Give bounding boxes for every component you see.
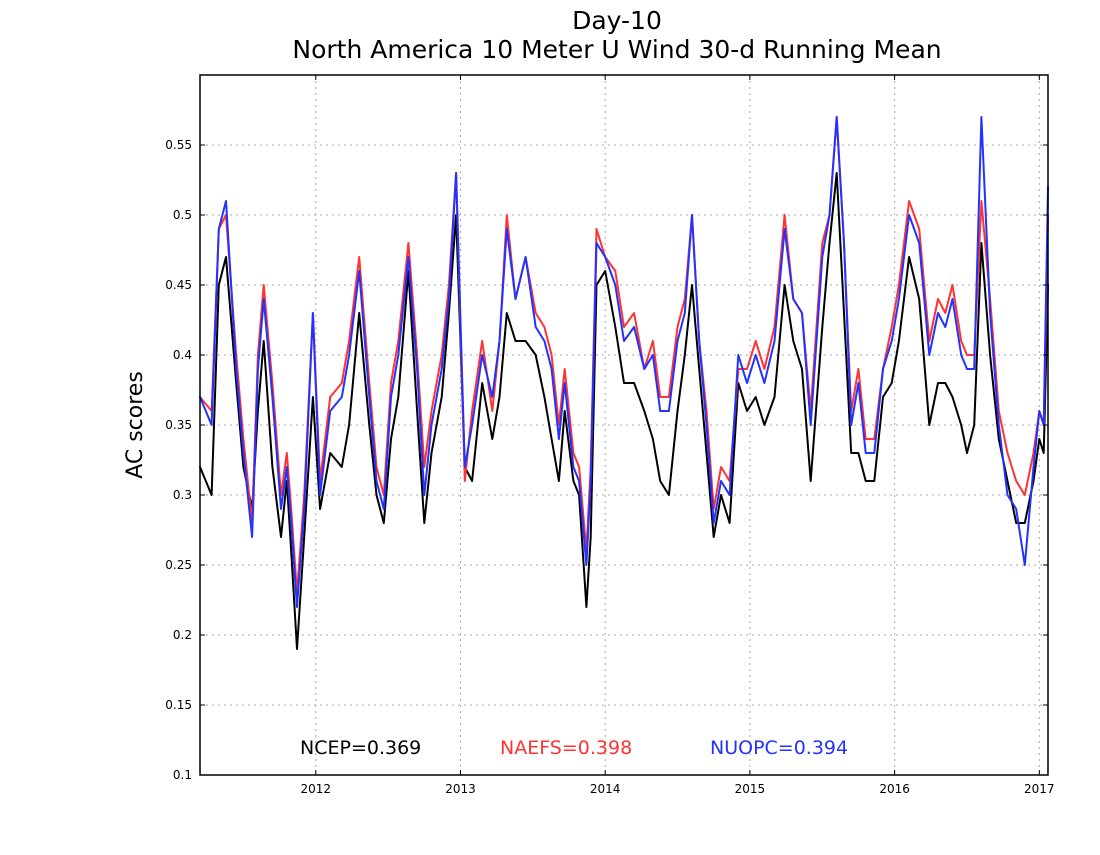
x-tick-label: 2015 (735, 782, 766, 796)
chart-title: Day-10 (572, 6, 662, 35)
series-line-nuopc (199, 116, 1049, 608)
y-tick-label: 0.4 (173, 348, 192, 362)
series-lines (199, 116, 1049, 650)
y-tick-label: 0.3 (173, 488, 192, 502)
x-tick-label: 2014 (590, 782, 621, 796)
x-tick-label: 2016 (879, 782, 910, 796)
legend-item-nuopc: NUOPC=0.394 (710, 737, 848, 759)
series-line-ncep (199, 172, 1049, 650)
y-tick-label: 0.5 (173, 208, 192, 222)
y-axis: 0.1 0.15 0.2 0.25 0.3 0.35 0.4 0.45 0.5 0.55 (165, 138, 1048, 782)
y-tick-label: 0.25 (165, 558, 192, 572)
x-tick-label: 2017 (1024, 782, 1055, 796)
y-tick-label: 0.35 (165, 418, 192, 432)
y-tick-label: 0.2 (173, 628, 192, 642)
legend: NCEP=0.369 NAEFS=0.398 NUOPC=0.394 (300, 737, 848, 759)
chart-subtitle: North America 10 Meter U Wind 30-d Runni… (292, 35, 941, 64)
y-tick-label: 0.55 (165, 138, 192, 152)
x-tick-label: 2012 (300, 782, 331, 796)
x-axis: 2012 2013 2014 2015 2016 2017 (300, 75, 1055, 796)
legend-item-naefs: NAEFS=0.398 (500, 737, 632, 759)
legend-item-ncep: NCEP=0.369 (300, 737, 421, 759)
grid (200, 75, 1048, 775)
y-tick-label: 0.15 (165, 698, 192, 712)
y-tick-label: 0.1 (173, 768, 192, 782)
y-tick-label: 0.45 (165, 278, 192, 292)
x-tick-label: 2013 (445, 782, 476, 796)
y-axis-label: AC scores (123, 371, 148, 479)
series-line-naefs (199, 116, 1049, 594)
